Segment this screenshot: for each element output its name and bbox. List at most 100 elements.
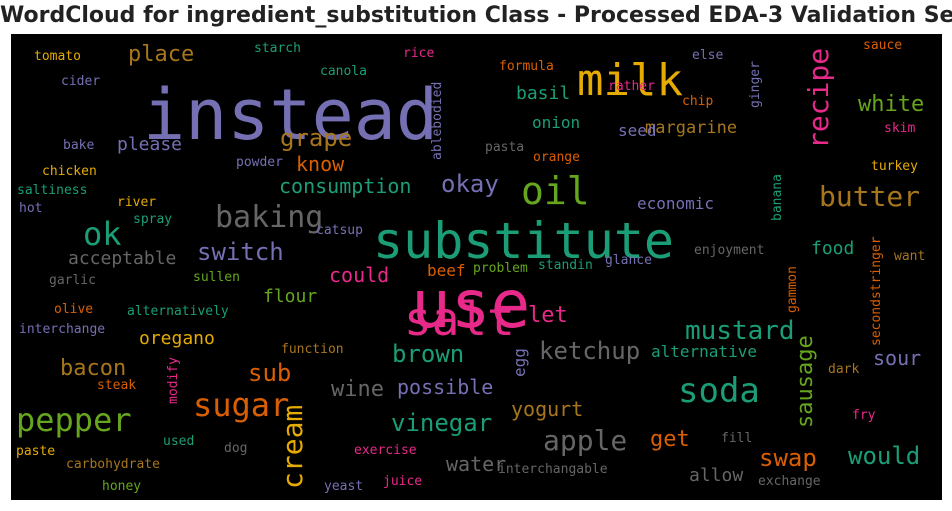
word-onion: onion	[532, 113, 581, 132]
word-used: used	[163, 434, 195, 449]
word-would: would	[848, 442, 921, 470]
chart-title: WordCloud for ingredient_substitution Cl…	[0, 3, 952, 28]
word-honey: honey	[102, 479, 142, 494]
word-flour: flour	[263, 286, 318, 307]
word-place: place	[128, 42, 195, 67]
word-else: else	[692, 48, 724, 63]
word-grape: grape	[280, 124, 353, 152]
word-enjoyment: enjoyment	[694, 243, 765, 258]
word-ginger: ginger	[748, 61, 763, 108]
word-sugar: sugar	[193, 386, 290, 424]
word-rather: rather	[608, 79, 655, 94]
word-hot: hot	[19, 201, 43, 216]
word-please: please	[117, 134, 183, 155]
word-starch: starch	[254, 41, 301, 56]
word-powder: powder	[236, 155, 283, 170]
word-dark: dark	[828, 362, 860, 377]
word-formula: formula	[499, 59, 554, 74]
wordcloud-canvas: use substitute instead salt milk oil sugar soda…	[11, 34, 942, 500]
word-function: function	[281, 342, 344, 357]
word-seed: seed	[618, 121, 657, 140]
word-bacon: bacon	[60, 356, 127, 381]
word-gammon: gammon	[785, 266, 800, 313]
word-could: could	[329, 263, 390, 287]
word-recipe: recipe	[802, 47, 835, 149]
word-instead: instead	[143, 74, 439, 156]
word-rice: rice	[403, 46, 435, 61]
word-mustard: mustard	[685, 316, 795, 346]
word-canola: canola	[320, 64, 367, 79]
word-swap: swap	[759, 444, 817, 472]
word-beef: beef	[427, 261, 466, 280]
word-juice: juice	[383, 474, 423, 489]
word-sullen: sullen	[193, 270, 240, 285]
word-secondstringer: secondstringer	[869, 236, 884, 346]
word-ketchup: ketchup	[539, 337, 641, 365]
word-want: want	[894, 249, 926, 264]
word-carbohydrate: carbohydrate	[66, 457, 160, 472]
word-garlic: garlic	[49, 273, 96, 288]
word-chip: chip	[682, 94, 714, 109]
word-oregano: oregano	[139, 328, 215, 349]
word-pepper: pepper	[16, 401, 132, 439]
word-vinegar: vinegar	[391, 409, 493, 437]
word-dog: dog	[224, 441, 248, 456]
word-apple: apple	[543, 424, 628, 457]
word-cream: cream	[276, 404, 309, 489]
word-food: food	[811, 238, 855, 259]
word-butter: butter	[819, 180, 921, 213]
word-river: river	[117, 195, 157, 210]
word-interchangable: interchangable	[498, 462, 608, 477]
word-okay: okay	[441, 170, 499, 198]
word-skim: skim	[884, 121, 916, 136]
word-baking: baking	[215, 200, 324, 235]
word-fill: fill	[721, 431, 753, 446]
word-turkey: turkey	[871, 159, 918, 174]
word-cider: cider	[61, 74, 101, 89]
word-exchange: exchange	[758, 474, 821, 489]
word-glance: glance	[605, 253, 652, 268]
word-sub: sub	[248, 359, 292, 387]
word-standin: standin	[538, 258, 593, 273]
word-possible: possible	[397, 375, 494, 399]
word-fry: fry	[852, 408, 876, 423]
word-white: white	[858, 92, 925, 117]
word-oil: oil	[521, 169, 590, 213]
word-know: know	[296, 152, 345, 176]
word-modify: modify	[166, 357, 181, 404]
word-acceptable: acceptable	[68, 248, 177, 269]
word-sausage: sausage	[793, 335, 818, 428]
word-sauce: sauce	[863, 38, 903, 53]
word-consumption: consumption	[279, 174, 412, 198]
word-sour: sour	[873, 346, 922, 370]
word-let: let	[528, 303, 568, 328]
word-switch: switch	[197, 238, 284, 266]
word-ablebodied: ablebodied	[430, 81, 445, 160]
word-exercise: exercise	[354, 443, 417, 458]
word-salt: salt	[404, 292, 515, 346]
word-saltiness: saltiness	[17, 183, 88, 198]
word-orange: orange	[533, 150, 580, 165]
word-interchange: interchange	[19, 322, 106, 337]
word-wine: wine	[331, 377, 384, 402]
word-paste: paste	[16, 444, 56, 459]
word-bake: bake	[63, 138, 95, 153]
word-margarine: margarine	[645, 118, 738, 138]
word-spray: spray	[133, 212, 173, 227]
word-allow: allow	[689, 465, 744, 486]
word-olive: olive	[54, 302, 94, 317]
word-egg: egg	[510, 348, 529, 377]
word-water: water	[446, 452, 507, 476]
word-ok: ok	[83, 215, 122, 253]
word-catsup: catsup	[316, 223, 363, 238]
word-tomato: tomato	[34, 49, 81, 64]
word-pasta: pasta	[485, 140, 525, 155]
word-chicken: chicken	[42, 164, 97, 179]
word-alternative: alternative	[651, 342, 757, 361]
word-milk: milk	[577, 55, 683, 106]
word-brown: brown	[392, 340, 465, 368]
word-yogurt: yogurt	[511, 397, 584, 421]
word-use: use	[411, 266, 531, 343]
word-substitute: substitute	[373, 212, 675, 270]
word-soda: soda	[678, 371, 760, 411]
